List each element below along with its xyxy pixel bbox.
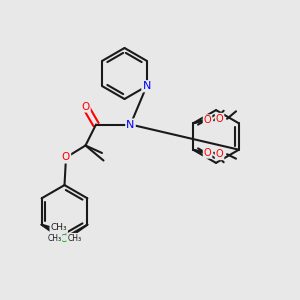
- Text: N: N: [142, 81, 151, 91]
- Text: O: O: [204, 115, 211, 125]
- Text: CH₃: CH₃: [68, 234, 82, 243]
- Text: CH₃: CH₃: [47, 234, 61, 243]
- Text: O: O: [204, 148, 211, 158]
- Text: O: O: [62, 152, 70, 163]
- Text: CH₃: CH₃: [50, 223, 67, 232]
- Text: O: O: [216, 149, 223, 159]
- Text: N: N: [126, 119, 135, 130]
- Text: Cl: Cl: [59, 234, 70, 244]
- Text: O: O: [81, 101, 90, 112]
- Text: O: O: [216, 114, 223, 124]
